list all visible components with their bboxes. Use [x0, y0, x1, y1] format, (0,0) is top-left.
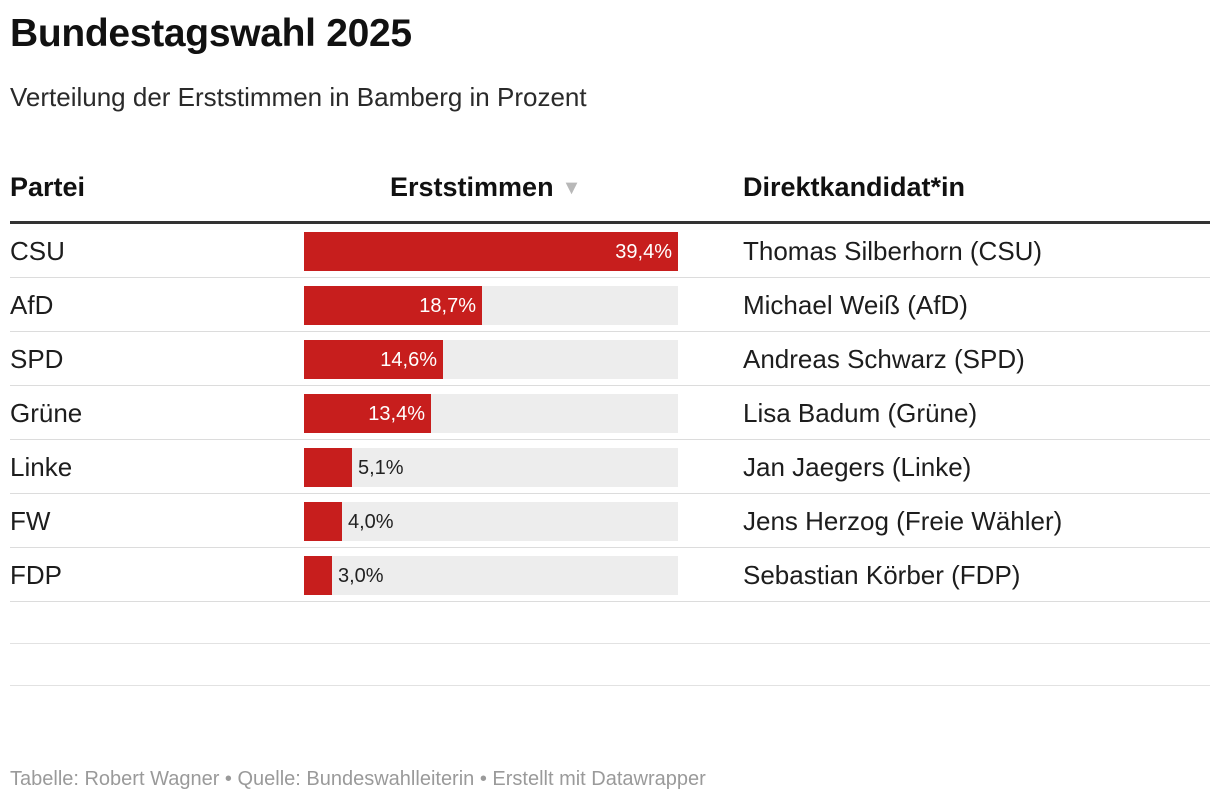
bar-value-label: 3,0% [338, 565, 384, 587]
bar-fill [304, 286, 482, 325]
bar-track: 18,7% [304, 286, 678, 325]
bar-value-label: 4,0% [348, 511, 394, 533]
bar-value-label: 5,1% [358, 457, 404, 479]
bar-value-label: 14,6% [380, 349, 437, 371]
bar-fill [304, 448, 352, 487]
bar-value-label: 13,4% [368, 403, 425, 425]
bar-value-label: 18,7% [419, 295, 476, 317]
party-cell: Linke [10, 452, 73, 482]
sort-descending-icon[interactable]: ▼ [561, 177, 582, 199]
bar-fill [304, 394, 431, 433]
party-cell: CSU [10, 236, 65, 266]
candidate-cell: Sebastian Körber (FDP) [743, 560, 1021, 590]
column-header-candidate[interactable]: Direktkandidat*in [743, 172, 966, 202]
party-cell: Grüne [10, 398, 83, 428]
bar-track: 39,4% [304, 232, 678, 271]
header-divider [10, 221, 1210, 224]
column-header-party[interactable]: Partei [10, 172, 86, 202]
table-header: Partei Erststimmen ▼ Direktkandidat*in [10, 165, 1210, 221]
party-cell: SPD [10, 344, 64, 374]
chart-footer: Tabelle: Robert Wagner • Quelle: Bundesw… [10, 768, 706, 790]
party-cell: FW [10, 506, 51, 536]
bar-track: 14,6% [304, 340, 678, 379]
table-row: FW 4,0% Jens Herzog (Freie Wähler) [10, 494, 1210, 548]
party-cell: FDP [10, 560, 62, 590]
bar-fill [304, 556, 332, 595]
bar-track: 3,0% [304, 556, 678, 595]
bar-track: 13,4% [304, 394, 678, 433]
table-row: FDP 3,0% Sebastian Körber (FDP) [10, 548, 1210, 602]
bar-value-label: 39,4% [615, 241, 672, 263]
candidate-cell: Andreas Schwarz (SPD) [743, 344, 1025, 374]
table-row: AfD 18,7% Michael Weiß (AfD) [10, 278, 1210, 332]
candidate-cell: Michael Weiß (AfD) [743, 290, 968, 320]
candidate-cell: Thomas Silberhorn (CSU) [743, 236, 1043, 266]
candidate-cell: Jens Herzog (Freie Wähler) [743, 506, 1063, 536]
bar-fill [304, 502, 342, 541]
bar-fill [304, 232, 678, 271]
candidate-cell: Lisa Badum (Grüne) [743, 398, 978, 428]
party-cell: AfD [10, 290, 54, 320]
chart-title: Bundestagswahl 2025 [10, 12, 412, 55]
table-body: CSU 39,4% Thomas Silberhorn (CSU) AfD 18,7% M… [10, 224, 1210, 686]
column-header-votes[interactable]: Erststimmen ▼ [390, 172, 581, 203]
bar-fill [304, 340, 443, 379]
bar-track: 5,1% [304, 448, 678, 487]
candidate-cell: Jan Jaegers (Linke) [743, 452, 972, 482]
empty-row [10, 644, 1210, 686]
table-row: SPD 14,6% Andreas Schwarz (SPD) [10, 332, 1210, 386]
column-header-votes-label: Erststimmen [390, 172, 554, 202]
table-row: CSU 39,4% Thomas Silberhorn (CSU) [10, 224, 1210, 278]
table-row: Grüne 13,4% Lisa Badum (Grüne) [10, 386, 1210, 440]
bar-track: 4,0% [304, 502, 678, 541]
empty-row [10, 602, 1210, 644]
chart-subtitle: Verteilung der Erststimmen in Bamberg in… [10, 82, 587, 112]
table-row: Linke 5,1% Jan Jaegers (Linke) [10, 440, 1210, 494]
